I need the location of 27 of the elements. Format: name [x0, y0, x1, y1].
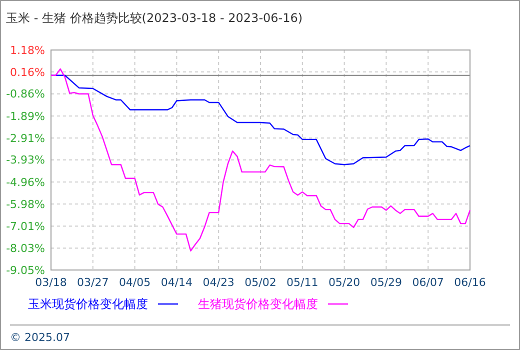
- x-tick-label: 03/27: [77, 276, 109, 289]
- legend-label: 玉米现货价格变化幅度: [28, 297, 148, 311]
- y-tick-label: -1.89%: [6, 110, 45, 123]
- y-tick-label: -2.91%: [6, 132, 45, 145]
- y-tick-label: -9.05%: [6, 264, 45, 277]
- x-tick-label: 05/11: [286, 276, 318, 289]
- y-tick-label: 0.16%: [10, 66, 45, 79]
- x-tick-label: 04/23: [202, 276, 234, 289]
- x-tick-label: 05/20: [328, 276, 360, 289]
- legend-label: 生猪现货价格变化幅度: [198, 297, 318, 311]
- line-series: [50, 68, 471, 252]
- y-tick-label: 1.18%: [10, 44, 45, 57]
- x-tick-label: 03/18: [35, 276, 67, 289]
- y-tick-label: -5.98%: [6, 198, 45, 211]
- y-tick-label: -3.93%: [6, 154, 45, 167]
- chart-title: 玉米 - 生猪 价格趋势比较(2023-03-18 - 2023-06-16): [6, 11, 303, 25]
- x-tick-label: 05/29: [370, 276, 402, 289]
- text: © 2025.07: [10, 331, 70, 344]
- y-tick-label: -0.86%: [6, 88, 45, 101]
- x-tick-label: 05/02: [244, 276, 276, 289]
- x-tick-label: 06/16: [454, 276, 486, 289]
- y-tick-label: -8.03%: [6, 242, 45, 255]
- x-tick-label: 06/07: [412, 276, 444, 289]
- y-tick-label: -4.96%: [6, 176, 45, 189]
- x-tick-label: 04/14: [160, 276, 193, 289]
- y-tick-label: -7.01%: [6, 220, 45, 233]
- x-tick-label: 04/05: [118, 276, 151, 289]
